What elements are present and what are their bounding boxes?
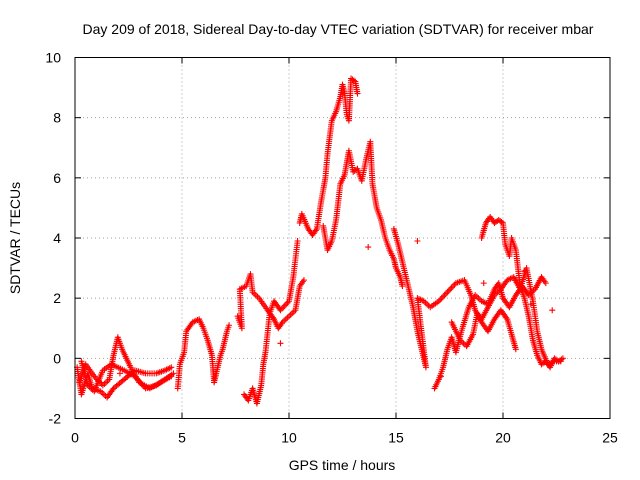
data-point bbox=[414, 238, 421, 245]
y-tick-labels: -2 0 2 4 6 8 10 bbox=[45, 50, 61, 427]
data-point bbox=[438, 295, 445, 302]
x-tick-label: 15 bbox=[388, 430, 404, 446]
data-point bbox=[527, 301, 534, 308]
data-point bbox=[283, 301, 290, 308]
data-point bbox=[365, 244, 372, 251]
data-point bbox=[116, 370, 123, 377]
data-point bbox=[350, 77, 357, 84]
data-point bbox=[448, 284, 455, 291]
y-tick-label: 0 bbox=[53, 350, 61, 366]
y-tick-label: 10 bbox=[45, 50, 61, 66]
grid-lines bbox=[75, 57, 610, 419]
data-points bbox=[74, 75, 566, 407]
data-point bbox=[445, 287, 452, 294]
data-point bbox=[399, 283, 406, 290]
data-point bbox=[442, 290, 449, 297]
y-axis-label: SDTVAR / TECUs bbox=[7, 182, 23, 294]
data-point bbox=[277, 340, 284, 347]
x-axis-label: GPS time / hours bbox=[289, 457, 396, 473]
data-point bbox=[226, 322, 233, 329]
data-point bbox=[354, 90, 361, 97]
data-point bbox=[281, 302, 288, 309]
chart-title: Day 209 of 2018, Sidereal Day-to-day VTE… bbox=[83, 21, 594, 37]
x-tick-label: 0 bbox=[71, 430, 79, 446]
data-point bbox=[168, 364, 175, 371]
data-point bbox=[557, 358, 564, 365]
data-point bbox=[300, 277, 307, 284]
data-point bbox=[512, 346, 519, 353]
data-point bbox=[437, 296, 444, 303]
data-point bbox=[170, 370, 177, 377]
data-point bbox=[450, 283, 457, 290]
y-tick-label: -2 bbox=[49, 411, 62, 427]
data-point bbox=[498, 218, 505, 225]
data-point bbox=[437, 373, 444, 380]
data-point bbox=[294, 238, 301, 245]
y-tick-label: 8 bbox=[53, 110, 61, 126]
data-point bbox=[480, 280, 487, 287]
data-point bbox=[542, 280, 549, 287]
data-point bbox=[521, 268, 528, 275]
x-tick-labels: 0 5 10 15 20 25 bbox=[71, 430, 618, 446]
plot-frame bbox=[74, 57, 611, 419]
data-point bbox=[280, 304, 287, 311]
data-point bbox=[559, 355, 566, 362]
data-point bbox=[444, 289, 451, 296]
x-tick-label: 5 bbox=[178, 430, 186, 446]
x-tick-label: 10 bbox=[281, 430, 297, 446]
y-tick-label: 6 bbox=[53, 170, 61, 186]
x-tick-label: 20 bbox=[495, 430, 511, 446]
x-tick-label: 25 bbox=[602, 430, 618, 446]
data-point bbox=[549, 307, 556, 314]
data-point bbox=[441, 292, 448, 299]
y-tick-label: 2 bbox=[53, 290, 61, 306]
data-point bbox=[447, 286, 454, 293]
data-point bbox=[440, 293, 447, 300]
y-tick-label: 4 bbox=[53, 230, 61, 246]
